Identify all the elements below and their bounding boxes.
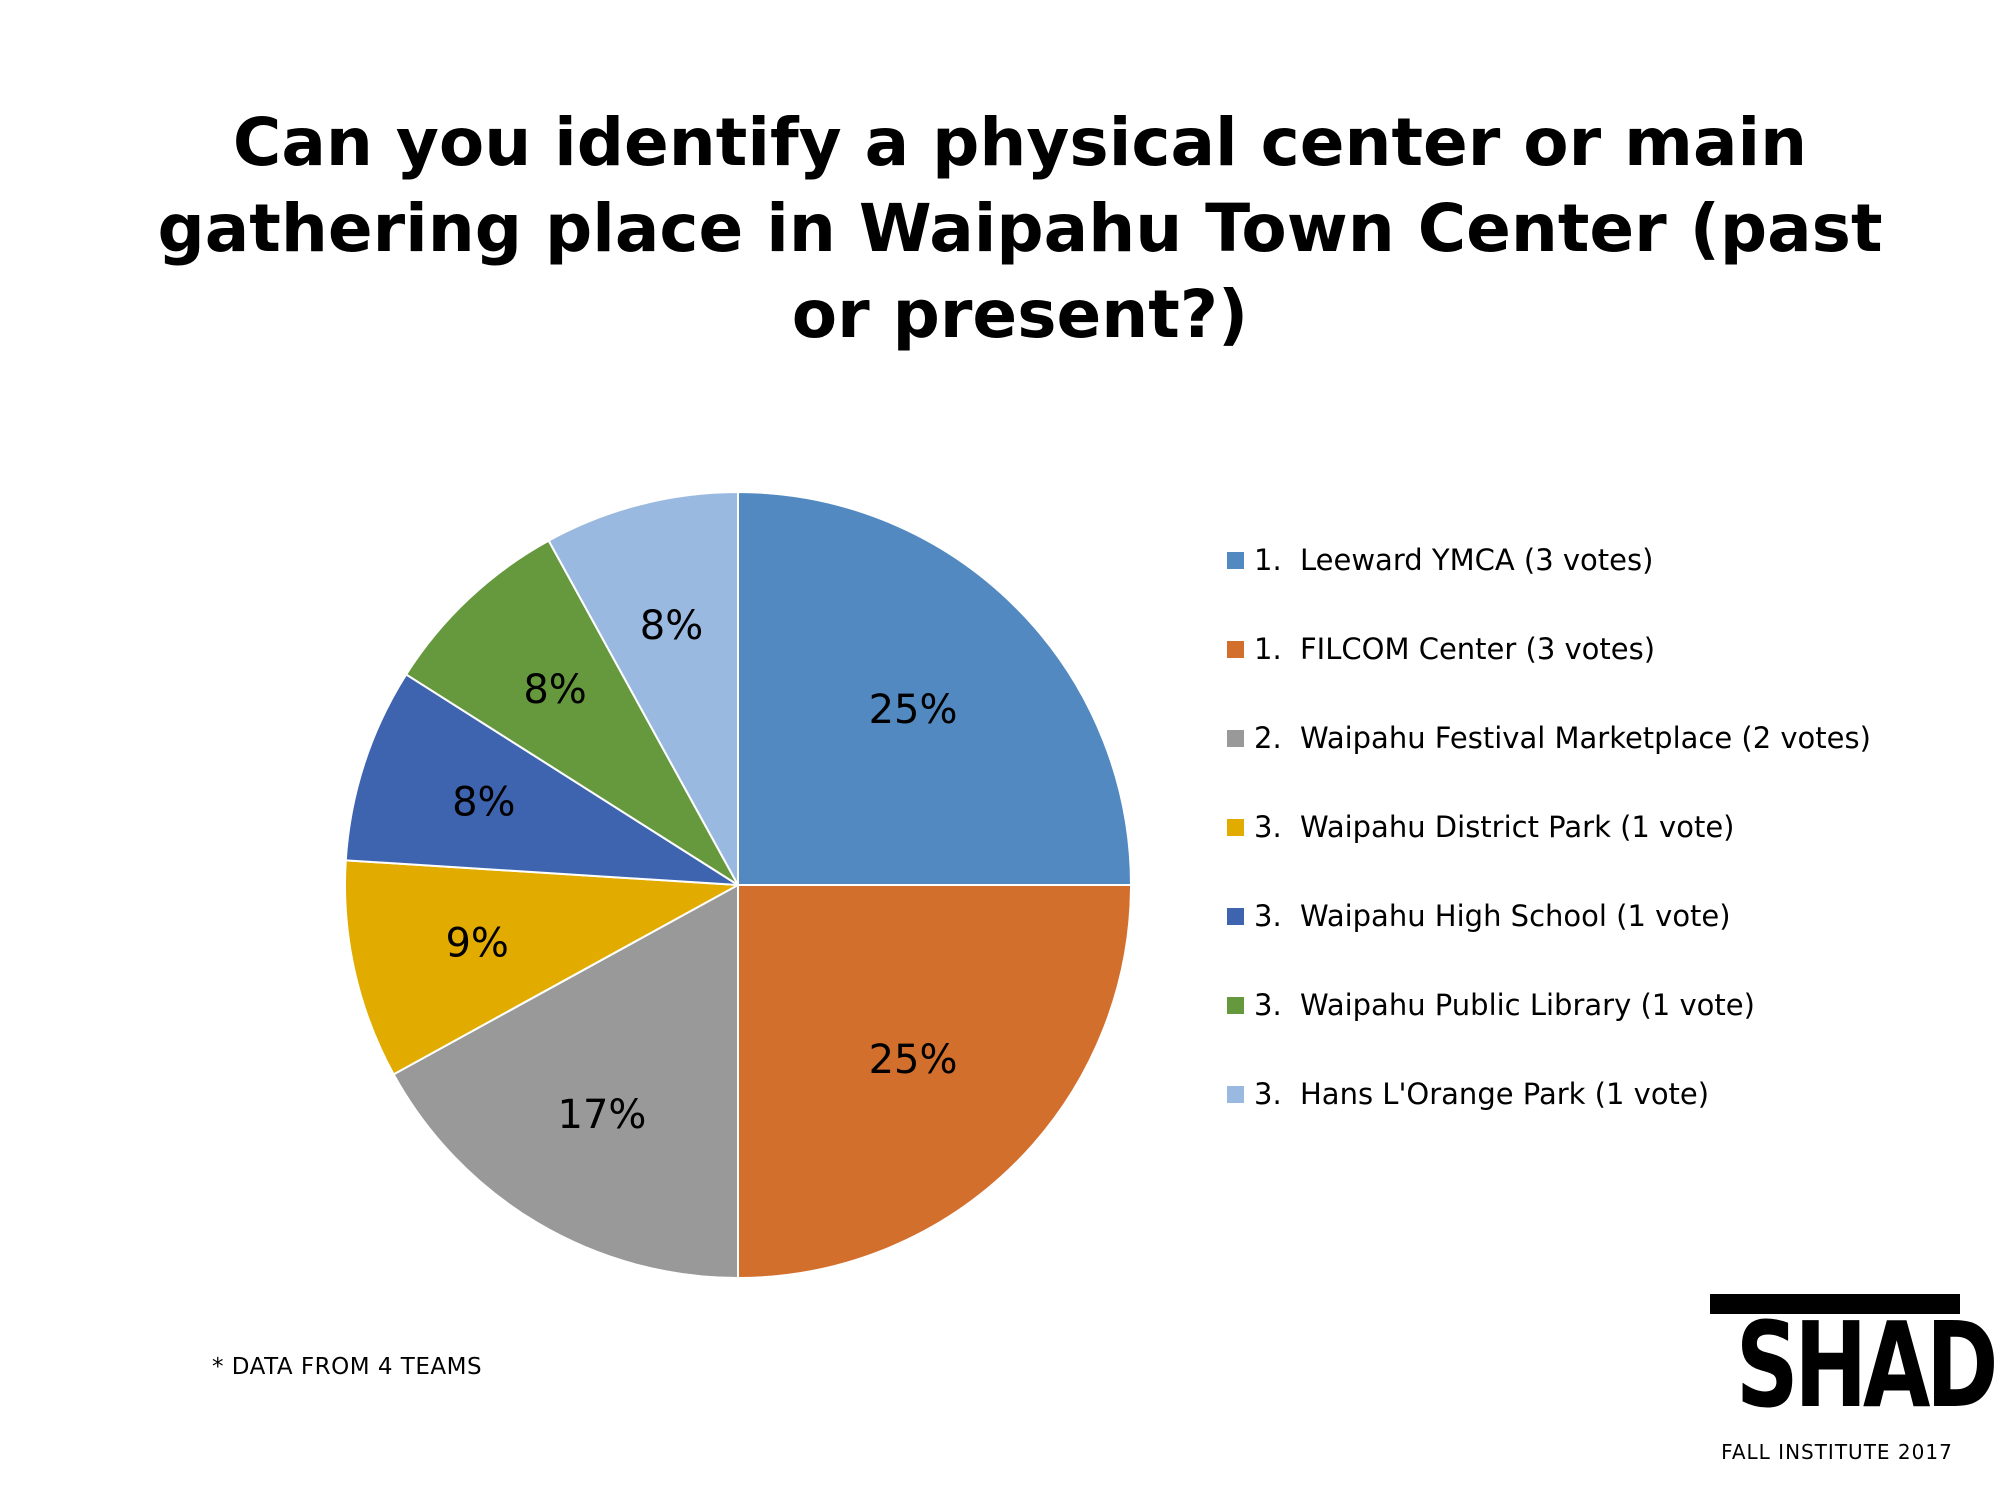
legend-item-6: 3. Waipahu Public Library (1 vote) — [1227, 985, 1987, 1025]
pie-slice-3 — [392, 883, 739, 1280]
pie-slice-1 — [737, 490, 1133, 886]
legend-label: Waipahu High School (1 vote) — [1300, 899, 1731, 933]
legend-label: FILCOM Center (3 votes) — [1300, 632, 1656, 666]
pie-slice-2 — [737, 884, 1133, 1280]
legend-rank: 1. — [1254, 543, 1282, 577]
legend-rank: 3. — [1254, 810, 1282, 844]
legend-rank: 2. — [1254, 721, 1282, 755]
slice-data-label-3: 17% — [558, 1092, 647, 1138]
logo-bar — [1710, 1294, 1960, 1314]
slice-data-label-6: 8% — [523, 667, 586, 713]
legend-label: Waipahu Public Library (1 vote) — [1300, 988, 1755, 1022]
legend-item-7: 3. Hans L'Orange Park (1 vote) — [1227, 1074, 1987, 1114]
slice-data-label-5: 8% — [452, 779, 515, 825]
legend-rank: 3. — [1254, 1077, 1282, 1111]
legend-item-3: 2. Waipahu Festival Marketplace (2 votes) — [1227, 718, 1987, 758]
legend-swatch — [1227, 907, 1244, 925]
legend-swatch — [1227, 1085, 1244, 1103]
logo-subtitle: FALL INSTITUTE 2017 — [1721, 1440, 1953, 1464]
pie-slice-7 — [547, 490, 739, 886]
legend-swatch — [1227, 640, 1244, 658]
legend-rank: 1. — [1254, 632, 1282, 666]
legend-swatch — [1227, 996, 1244, 1014]
legend-swatch — [1227, 551, 1244, 569]
pie-slice-5 — [344, 673, 739, 886]
legend-swatch — [1227, 729, 1244, 747]
slice-data-label-4: 9% — [445, 920, 508, 966]
legend-item-5: 3. Waipahu High School (1 vote) — [1227, 896, 1987, 936]
data-source-footnote: * DATA FROM 4 TEAMS — [212, 1354, 483, 1380]
slice-data-label-2: 25% — [869, 1037, 958, 1083]
legend-label: Waipahu Festival Marketplace (2 votes) — [1300, 721, 1871, 755]
slice-data-label-1: 25% — [869, 687, 958, 733]
chart-title: Can you identify a physical center or ma… — [157, 104, 1883, 353]
legend-label: Waipahu District Park (1 vote) — [1300, 810, 1735, 844]
pie-slice-4 — [344, 859, 742, 1076]
pie-data-labels: 25% 25% 17% 9% 8% 8% 8% — [445, 603, 957, 1138]
legend-rank: 3. — [1254, 988, 1282, 1022]
legend-label: Leeward YMCA (3 votes) — [1300, 543, 1654, 577]
logo-wordmark: SHADE — [1735, 1296, 2000, 1434]
legend-label: Hans L'Orange Park (1 vote) — [1300, 1077, 1710, 1111]
legend-swatch — [1227, 818, 1244, 836]
legend-item-2: 1. FILCOM Center (3 votes) — [1227, 629, 1987, 669]
shade-logo: SHADE FALL INSTITUTE 2017 — [1702, 1294, 2000, 1474]
pie-slice-6 — [404, 539, 739, 886]
slice-data-label-7: 8% — [640, 603, 703, 649]
legend-item-1: 1. Leeward YMCA (3 votes) — [1227, 540, 1987, 580]
legend-item-4: 3. Waipahu District Park (1 vote) — [1227, 807, 1987, 847]
pie-slices — [344, 490, 1133, 1280]
legend-rank: 3. — [1254, 899, 1282, 933]
